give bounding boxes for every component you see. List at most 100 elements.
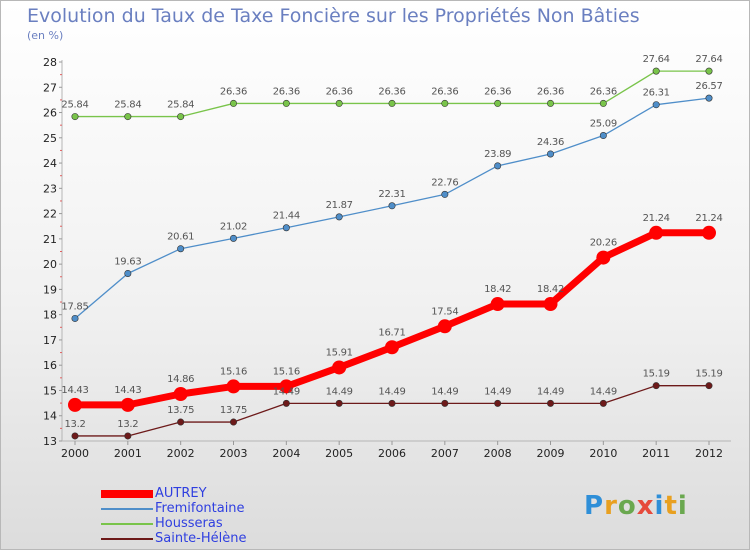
data-label: 19.63 (114, 256, 141, 267)
data-label: 26.31 (643, 88, 670, 99)
y-tick-label: 21 (43, 233, 57, 246)
data-point (494, 399, 502, 407)
data-point (388, 99, 396, 107)
data-label: 26.36 (326, 86, 353, 97)
x-tick-label: 2004 (272, 447, 300, 460)
data-point (441, 399, 449, 407)
data-label: 14.49 (273, 386, 300, 397)
legend-label: Fremifontaine (155, 501, 245, 516)
data-label: 14.43 (114, 385, 141, 396)
y-tick-label: 15 (43, 384, 57, 397)
data-label: 13.75 (167, 405, 194, 416)
data-label: 21.87 (326, 200, 353, 211)
data-point (173, 387, 188, 402)
legend-label: Housseras (155, 516, 223, 531)
data-point (546, 99, 554, 107)
data-label: 13.2 (64, 419, 85, 430)
x-tick-label: 2003 (220, 447, 248, 460)
data-label: 14.49 (537, 386, 564, 397)
data-labels: 14.43 14.43 14.86 15.16 15.16 15.91 16.71 17.54… (61, 54, 722, 430)
data-label: 14.86 (167, 374, 194, 385)
data-label: 27.64 (643, 54, 670, 65)
data-point (599, 99, 607, 107)
data-point (71, 113, 79, 121)
data-point (177, 418, 185, 426)
data-point (71, 314, 79, 322)
data-point (441, 190, 449, 198)
data-label: 26.36 (273, 86, 300, 97)
data-label: 18.42 (484, 284, 511, 295)
data-label: 16.71 (378, 327, 405, 338)
x-tick-label: 2005 (325, 447, 353, 460)
data-label: 17.54 (431, 306, 458, 317)
data-label: 15.19 (643, 369, 670, 380)
data-point (546, 150, 554, 158)
data-point (124, 269, 132, 277)
data-label: 13.75 (220, 405, 247, 416)
proxiti-logo: Proxiti (584, 491, 688, 521)
data-label: 26.36 (431, 86, 458, 97)
data-point (652, 101, 660, 109)
data-label: 14.49 (326, 386, 353, 397)
data-label: 25.84 (114, 100, 141, 111)
data-point (705, 382, 713, 390)
x-tick-label: 2011 (642, 447, 670, 460)
legend-label: AUTREY (155, 486, 207, 501)
data-point (282, 224, 290, 232)
data-point (332, 360, 347, 375)
x-tick-label: 2012 (695, 447, 723, 460)
legend-swatch (101, 508, 153, 510)
data-point (388, 399, 396, 407)
legend-swatch (101, 490, 153, 498)
series-0 (68, 225, 716, 412)
y-tick-label: 27 (43, 81, 57, 94)
data-point (177, 245, 185, 253)
data-label: 25.84 (61, 100, 88, 111)
data-point (68, 397, 82, 412)
data-point (546, 399, 554, 407)
y-axis-unit: (en %) (27, 29, 64, 42)
data-point (490, 297, 505, 312)
legend-swatch (101, 523, 153, 525)
data-point (494, 99, 502, 107)
data-label: 26.36 (220, 86, 247, 97)
data-label: 13.2 (117, 419, 138, 430)
series-lines (68, 67, 716, 440)
data-label: 14.49 (590, 386, 617, 397)
data-label: 22.31 (378, 189, 405, 200)
y-tick-label: 28 (43, 56, 57, 69)
data-label: 21.24 (643, 213, 670, 224)
y-tick-label: 16 (43, 359, 57, 372)
data-point (230, 234, 238, 242)
legend-swatch (101, 538, 153, 540)
data-point (226, 379, 241, 394)
data-label: 20.61 (167, 232, 194, 243)
data-point (441, 99, 449, 107)
data-point (279, 379, 294, 394)
data-point (335, 399, 343, 407)
x-tick-label: 2002 (167, 447, 195, 460)
data-label: 25.84 (167, 100, 194, 111)
data-point (649, 225, 664, 240)
data-label: 27.64 (695, 54, 722, 65)
y-tick-label: 13 (43, 435, 57, 448)
y-tick-label: 22 (43, 208, 57, 221)
data-point (282, 99, 290, 107)
data-point (282, 399, 290, 407)
data-point (385, 340, 399, 355)
series-1 (71, 94, 713, 322)
x-tick-label: 2000 (61, 447, 89, 460)
data-label: 26.36 (378, 86, 405, 97)
data-label: 26.57 (695, 81, 722, 92)
data-point (120, 397, 135, 412)
axes: 13 14 15 16 17 18 19 20 21 22 23 24 25 26 27 28 2000 2001… (43, 56, 731, 460)
y-tick-label: 25 (43, 132, 57, 145)
data-label: 22.76 (431, 177, 458, 188)
data-label: 20.26 (590, 238, 617, 249)
data-label: 15.16 (220, 366, 247, 377)
data-label: 25.09 (590, 119, 617, 130)
data-point (71, 432, 79, 440)
data-point (652, 382, 660, 390)
data-point (705, 67, 713, 75)
